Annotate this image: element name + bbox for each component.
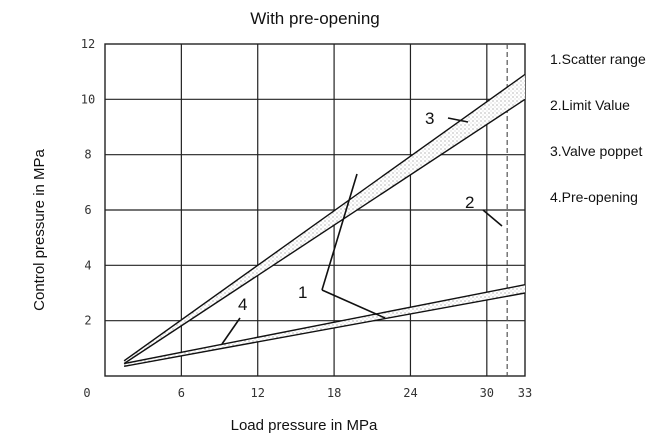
annotation-leaders bbox=[221, 117, 503, 345]
series-line-3 bbox=[123, 284, 526, 365]
y-tick-label: 4 bbox=[84, 258, 91, 272]
y-tick-label: 12 bbox=[81, 37, 95, 51]
leader-line-4 bbox=[221, 317, 241, 345]
x-tick-label: 0 bbox=[83, 386, 90, 400]
leader-line-3 bbox=[447, 117, 469, 123]
leader-line-1 bbox=[321, 173, 358, 291]
y-axis-label: Control pressure in MPa bbox=[31, 148, 48, 310]
series-line-1 bbox=[123, 73, 526, 362]
x-tick-label: 24 bbox=[403, 386, 417, 400]
legend-item-scatter-range: 1.Scatter range bbox=[550, 51, 646, 67]
x-axis-label: Load pressure in MPa bbox=[231, 417, 378, 434]
chart-title: With pre-opening bbox=[250, 9, 379, 28]
legend-item-valve-poppet: 3.Valve poppet bbox=[550, 143, 642, 159]
annotation-2: 2 bbox=[465, 193, 474, 212]
y-tick-label: 6 bbox=[84, 203, 91, 217]
legend-item-pre-opening: 4.Pre-opening bbox=[550, 189, 638, 205]
leader-line-5 bbox=[482, 209, 503, 227]
series-line-2 bbox=[123, 98, 526, 365]
y-tick-label: 10 bbox=[81, 92, 95, 106]
legend-item-limit-value: 2.Limit Value bbox=[550, 97, 630, 113]
leader-line-2 bbox=[321, 289, 386, 319]
x-tick-label: 18 bbox=[327, 386, 341, 400]
annotation-3: 3 bbox=[425, 109, 434, 128]
x-tick-label: 12 bbox=[251, 386, 265, 400]
x-tick-label: 33 bbox=[518, 386, 532, 400]
y-tick-label: 2 bbox=[84, 314, 91, 328]
x-tick-label: 6 bbox=[178, 386, 185, 400]
series-line-4 bbox=[123, 292, 526, 368]
series-lines bbox=[123, 73, 526, 368]
y-tick-label: 8 bbox=[84, 148, 91, 162]
annotation-4: 4 bbox=[238, 295, 247, 314]
legend: 1.Scatter range 2.Limit Value 3.Valve po… bbox=[550, 51, 646, 205]
x-tick-label: 30 bbox=[480, 386, 494, 400]
annotations: 1 2 3 4 bbox=[238, 109, 474, 314]
annotation-1: 1 bbox=[298, 283, 307, 302]
